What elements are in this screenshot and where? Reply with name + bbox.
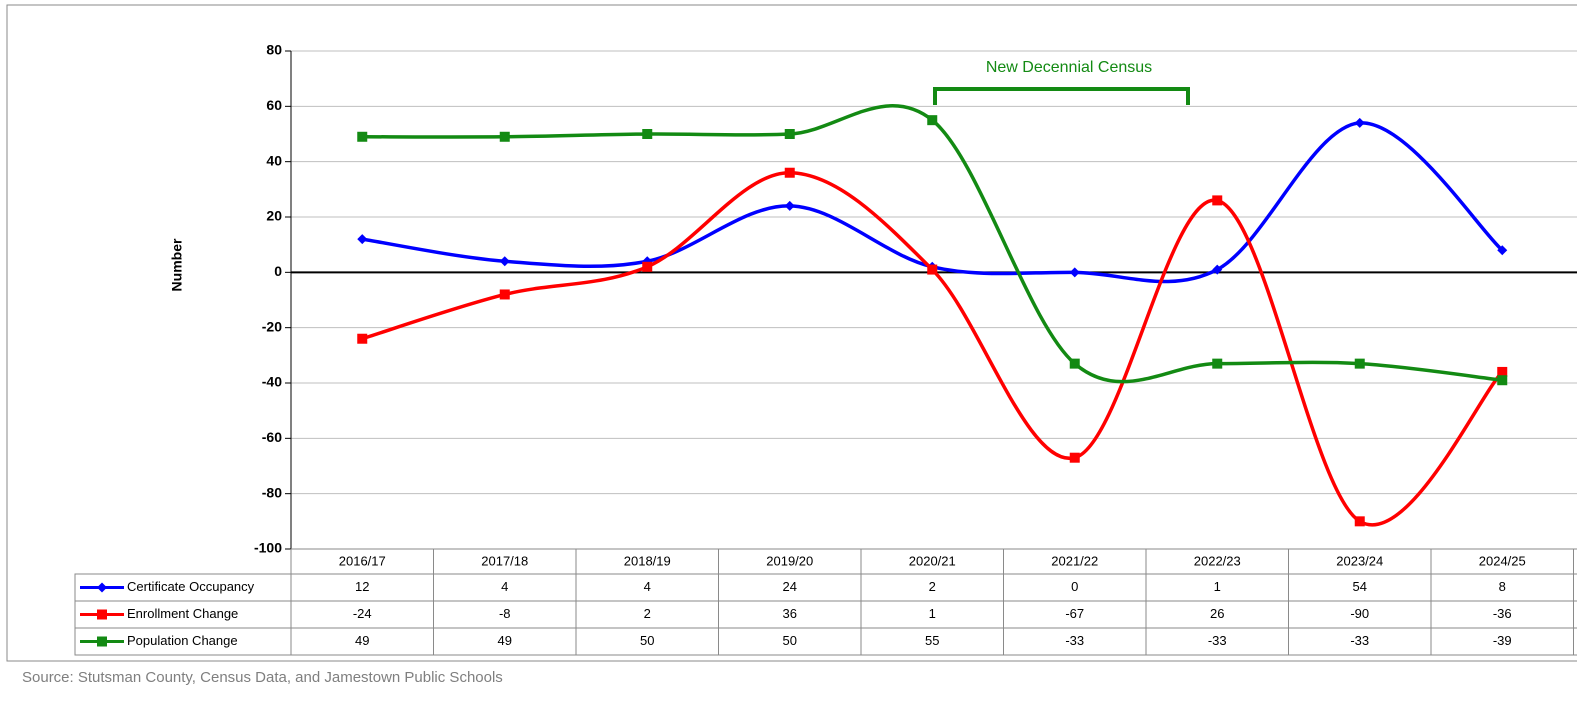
series-line (361, 170, 1504, 527)
point (1497, 245, 1508, 256)
x-tick-label: 2019/20 (766, 553, 813, 568)
point (499, 289, 510, 300)
y-axis-label: Number (169, 238, 185, 291)
point (499, 256, 510, 267)
point (927, 115, 938, 126)
y-tick-label: 80 (266, 42, 282, 58)
point (1069, 267, 1080, 278)
point (1497, 375, 1508, 386)
table-cell: 2 (929, 579, 936, 594)
table-cell: -33 (1065, 633, 1084, 648)
table-cell: 24 (783, 579, 797, 594)
legend-marker (97, 582, 107, 593)
table-cell: 2 (644, 606, 651, 621)
table-cell: 26 (1210, 606, 1224, 621)
source-note: Source: Stutsman County, Census Data, an… (22, 669, 503, 686)
table-cell: 49 (498, 633, 512, 648)
point (1354, 516, 1365, 527)
annotation: New Decennial Census (986, 59, 1152, 76)
table-cell: 1 (929, 606, 936, 621)
point (642, 129, 653, 139)
table-cell: -36 (1493, 606, 1512, 621)
y-tick-label: 60 (266, 97, 282, 113)
y-tick-label: 40 (266, 152, 282, 168)
point (357, 131, 368, 142)
x-tick-label: 2017/18 (481, 553, 528, 568)
y-tick-label: 0 (274, 263, 282, 279)
table-cell: -24 (353, 606, 372, 621)
series-line (362, 104, 1503, 384)
y-tick-label: -60 (262, 429, 282, 445)
point (1069, 358, 1080, 369)
point (642, 261, 653, 272)
point (357, 333, 368, 344)
table-cell: 0 (1071, 579, 1078, 594)
table-cell: 4 (501, 579, 508, 594)
table-cell: -39 (1493, 633, 1512, 648)
chart-border (6, 4, 1577, 662)
table-cell: 50 (783, 633, 797, 648)
table-cell: 50 (640, 633, 654, 648)
table-cell: 1 (1214, 579, 1221, 594)
point (784, 129, 795, 139)
legend-label: Enrollment Change (127, 606, 238, 621)
point (357, 234, 368, 245)
table-cell: -8 (499, 606, 511, 621)
point (1497, 366, 1508, 377)
annotation-bracket (933, 87, 1190, 105)
y-tick-label: 20 (266, 208, 282, 224)
point (1212, 358, 1223, 369)
x-tick-label: 2021/22 (1051, 553, 1098, 568)
point (927, 264, 938, 275)
point (1212, 195, 1223, 206)
legend-label: Population Change (127, 633, 238, 648)
table-cell: 12 (355, 579, 369, 594)
point (1354, 117, 1365, 128)
table-cell: 4 (644, 579, 651, 594)
table-cell: 54 (1353, 579, 1367, 594)
legend-marker (97, 609, 107, 620)
table-cell: 36 (783, 606, 797, 621)
y-tick-label: -20 (262, 318, 282, 334)
table-cell: -33 (1350, 633, 1369, 648)
x-tick-label: 2016/17 (339, 553, 386, 568)
point (1354, 358, 1365, 369)
x-tick-label: 2020/21 (909, 553, 956, 568)
x-tick-label: 2018/19 (624, 553, 671, 568)
table-cell: 49 (355, 633, 369, 648)
point (499, 131, 510, 142)
y-tick-label: -80 (262, 484, 282, 500)
x-tick-label: 2024/25 (1479, 553, 1526, 568)
series-line (361, 121, 1504, 284)
table-cell: -67 (1065, 606, 1084, 621)
point (1212, 264, 1223, 275)
point (784, 167, 795, 178)
table-cell: -33 (1208, 633, 1227, 648)
x-tick-label: 2023/24 (1336, 553, 1383, 568)
legend-marker (97, 636, 107, 647)
legend-label: Certificate Occupancy (127, 579, 255, 594)
y-tick-label: -100 (254, 540, 282, 556)
x-tick-label: 2022/23 (1194, 553, 1241, 568)
table-cell: -90 (1350, 606, 1369, 621)
table-cell: 8 (1499, 579, 1506, 594)
y-tick-label: -40 (262, 374, 282, 390)
point (1069, 452, 1080, 463)
table-cell: 55 (925, 633, 939, 648)
point (784, 200, 795, 211)
